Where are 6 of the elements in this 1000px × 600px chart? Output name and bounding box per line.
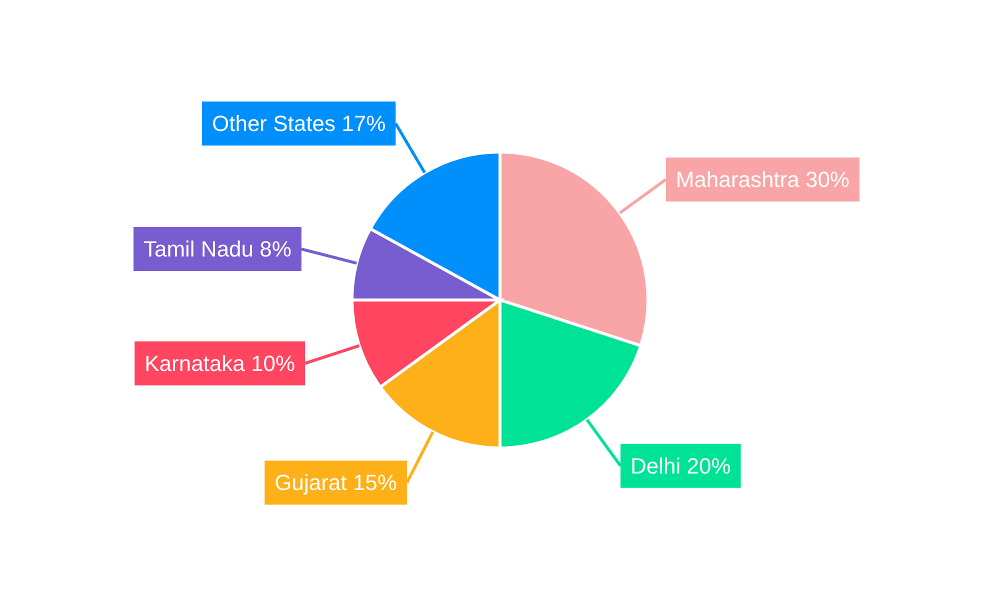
slice-label: Karnataka 10% <box>144 350 296 376</box>
slice-label: Maharashtra 30% <box>676 167 850 192</box>
slice-label: Delhi 20% <box>630 453 731 478</box>
slice-label: Other States 17% <box>212 111 386 136</box>
slice-label: Gujarat 15% <box>274 470 397 496</box>
slice-label: Tamil Nadu 8% <box>143 236 292 262</box>
